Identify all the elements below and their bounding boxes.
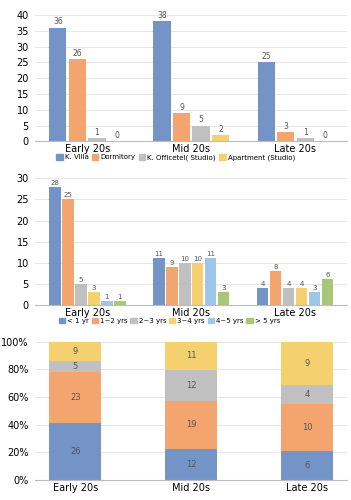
Bar	[165, 342, 217, 370]
Text: 8: 8	[273, 264, 278, 270]
Text: 1: 1	[118, 294, 122, 300]
Bar	[49, 372, 101, 423]
Bar	[212, 135, 229, 141]
Bar	[101, 300, 113, 305]
Bar	[49, 342, 101, 361]
Bar	[192, 126, 210, 142]
Text: 4: 4	[299, 281, 304, 287]
Bar	[153, 258, 165, 305]
Bar	[192, 262, 204, 305]
Bar	[165, 370, 217, 400]
Bar	[270, 271, 282, 305]
Bar	[296, 288, 307, 305]
Text: 10: 10	[193, 256, 202, 262]
Text: 5: 5	[79, 276, 83, 282]
Bar	[281, 384, 333, 404]
Bar	[281, 452, 333, 480]
Text: 4: 4	[305, 390, 310, 398]
Text: 3: 3	[92, 285, 96, 291]
Text: 4: 4	[286, 281, 291, 287]
Bar	[173, 113, 190, 141]
Text: 25: 25	[261, 52, 271, 61]
Bar	[49, 423, 101, 480]
Text: 12: 12	[186, 381, 197, 390]
Text: 9: 9	[73, 347, 78, 356]
Text: 3: 3	[221, 285, 226, 291]
Bar	[281, 342, 333, 384]
Bar	[297, 138, 314, 141]
Bar	[49, 187, 61, 305]
Text: 5: 5	[73, 362, 78, 372]
Bar	[62, 200, 74, 305]
Text: 36: 36	[53, 18, 63, 26]
Bar	[281, 404, 333, 452]
Text: 2: 2	[218, 125, 223, 134]
Bar	[88, 138, 106, 141]
Bar	[283, 288, 294, 305]
Bar	[309, 292, 320, 305]
Legend: K. Villa, Dormitory, K. Officetel( Studio), Apartment (Studio): K. Villa, Dormitory, K. Officetel( Studi…	[54, 152, 298, 164]
Text: 5: 5	[199, 116, 204, 124]
Bar	[322, 280, 333, 305]
Text: 9: 9	[170, 260, 174, 266]
Text: 9: 9	[305, 358, 310, 368]
Text: 3: 3	[283, 122, 288, 130]
Text: 12: 12	[186, 460, 197, 469]
Bar	[49, 362, 101, 372]
Text: 6: 6	[305, 461, 310, 470]
Bar	[88, 292, 100, 305]
Text: 0: 0	[322, 131, 327, 140]
Text: 38: 38	[157, 11, 167, 20]
Bar	[205, 258, 217, 305]
Text: 23: 23	[70, 393, 81, 402]
Bar	[258, 62, 275, 142]
Text: 25: 25	[64, 192, 72, 198]
Text: 1: 1	[105, 294, 109, 300]
Text: 11: 11	[186, 352, 197, 360]
Text: 10: 10	[302, 423, 312, 432]
Text: 1: 1	[303, 128, 307, 137]
Legend: < 1 yr, 1~2 yrs, 2~3 yrs, 3~4 yrs, 4~5 yrs, > 5 yrs: < 1 yr, 1~2 yrs, 2~3 yrs, 3~4 yrs, 4~5 y…	[56, 315, 283, 326]
Bar	[166, 267, 178, 305]
Bar	[218, 292, 230, 305]
Text: 9: 9	[179, 102, 184, 112]
Bar	[257, 288, 269, 305]
Bar	[153, 22, 171, 142]
Text: 0: 0	[114, 131, 119, 140]
Bar	[165, 400, 217, 450]
Text: 3: 3	[312, 285, 317, 291]
Text: 19: 19	[186, 420, 197, 430]
Bar	[277, 132, 294, 141]
Bar	[69, 59, 86, 142]
Text: 11: 11	[154, 252, 163, 258]
Text: 1: 1	[94, 128, 99, 137]
Text: 26: 26	[73, 49, 82, 58]
Bar	[75, 284, 87, 305]
Text: 11: 11	[206, 252, 215, 258]
Bar	[49, 28, 66, 142]
Bar	[114, 300, 126, 305]
Text: 6: 6	[325, 272, 330, 278]
Text: 4: 4	[260, 281, 265, 287]
Bar	[179, 262, 191, 305]
Text: 28: 28	[51, 180, 59, 186]
Bar	[165, 450, 217, 480]
Text: 10: 10	[180, 256, 189, 262]
Text: 26: 26	[70, 447, 81, 456]
